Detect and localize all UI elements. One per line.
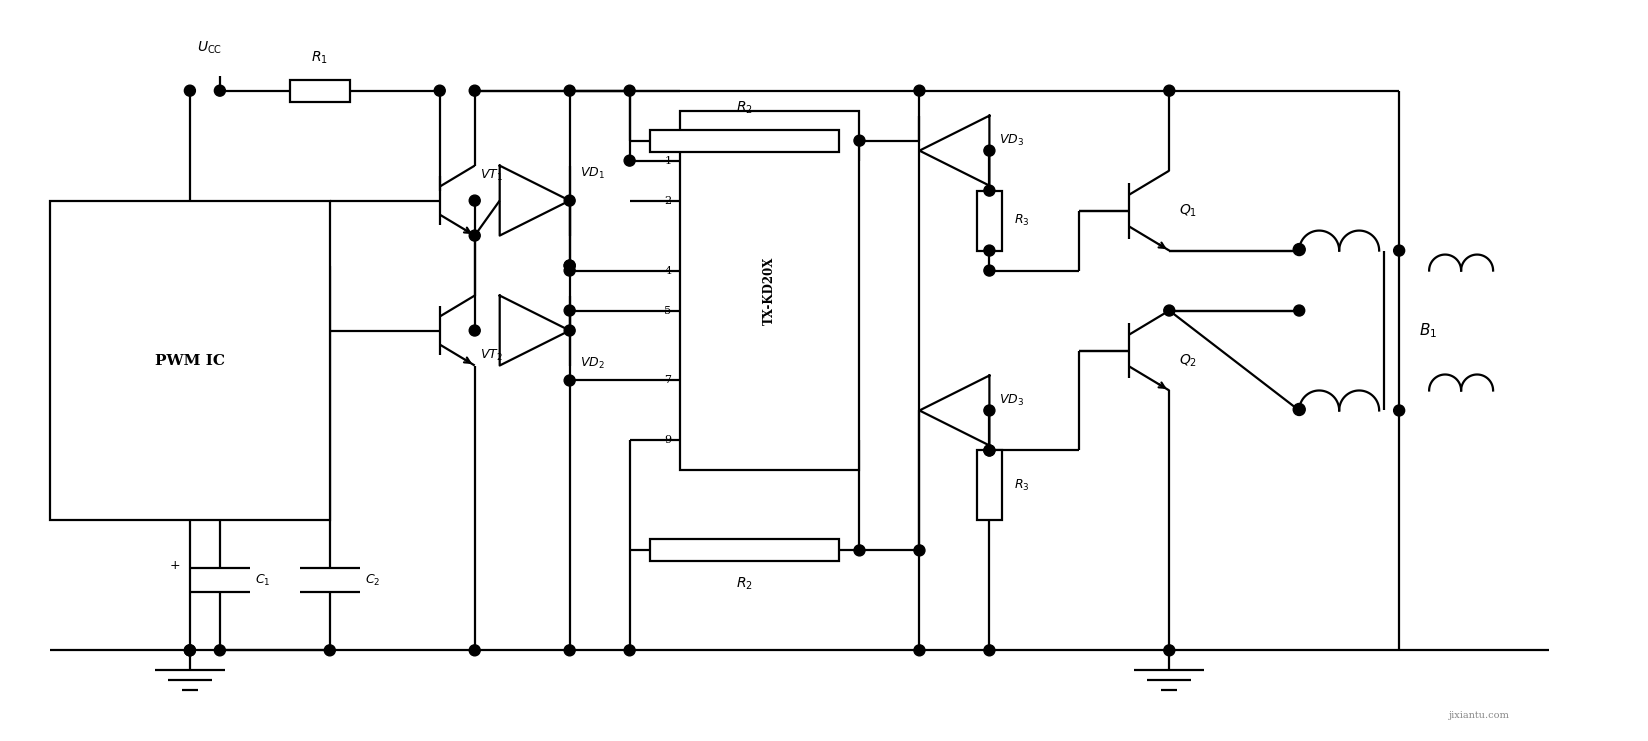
Text: $VD_1$: $VD_1$	[580, 165, 605, 181]
Text: jixiantu.com: jixiantu.com	[1449, 711, 1508, 720]
Circle shape	[854, 135, 865, 146]
Circle shape	[623, 645, 634, 656]
Bar	[976, 190, 1002, 250]
Circle shape	[470, 195, 480, 206]
Circle shape	[325, 645, 335, 656]
Circle shape	[564, 375, 575, 386]
Circle shape	[984, 645, 994, 656]
Circle shape	[1393, 245, 1404, 256]
Text: $VD_3$: $VD_3$	[999, 393, 1023, 408]
Circle shape	[470, 325, 480, 336]
Bar	[649, 539, 839, 562]
Circle shape	[470, 85, 480, 96]
Text: $C_1$: $C_1$	[255, 573, 270, 588]
Bar	[976, 451, 1002, 520]
Text: 5: 5	[664, 305, 671, 316]
Text: $VT_1$: $VT_1$	[480, 168, 503, 183]
Text: 2: 2	[664, 196, 671, 205]
Text: 4: 4	[664, 265, 671, 276]
Circle shape	[564, 260, 575, 271]
Bar	[649, 130, 839, 152]
Circle shape	[470, 230, 480, 241]
Circle shape	[564, 265, 575, 276]
Text: $VT_2$: $VT_2$	[480, 348, 503, 363]
Circle shape	[854, 545, 865, 556]
Circle shape	[564, 260, 575, 271]
Circle shape	[984, 445, 994, 456]
Circle shape	[1292, 404, 1305, 416]
Circle shape	[913, 645, 925, 656]
Text: $U_{\rm CC}$: $U_{\rm CC}$	[198, 39, 222, 56]
Circle shape	[564, 85, 575, 96]
Text: $R_2$: $R_2$	[735, 99, 753, 116]
Text: $Q_2$: $Q_2$	[1178, 352, 1196, 369]
Text: $C_2$: $C_2$	[364, 573, 381, 588]
Circle shape	[1163, 305, 1173, 316]
Circle shape	[1163, 85, 1173, 96]
Circle shape	[1292, 244, 1305, 256]
Text: $VD_3$: $VD_3$	[999, 133, 1023, 148]
Circle shape	[984, 445, 994, 456]
Circle shape	[1393, 405, 1404, 416]
Circle shape	[984, 145, 994, 156]
Text: 7: 7	[664, 376, 671, 385]
Circle shape	[564, 195, 575, 206]
Circle shape	[185, 645, 194, 656]
Circle shape	[214, 645, 226, 656]
Text: 1: 1	[664, 156, 671, 166]
Circle shape	[984, 185, 994, 196]
Text: $B_1$: $B_1$	[1419, 321, 1437, 340]
Text: TX-KD20X: TX-KD20X	[763, 256, 776, 325]
Text: $R_3$: $R_3$	[1014, 478, 1030, 493]
Circle shape	[470, 645, 480, 656]
Text: 9: 9	[664, 436, 671, 445]
Circle shape	[913, 85, 925, 96]
Circle shape	[984, 245, 994, 256]
Bar	[290, 80, 349, 102]
Text: PWM IC: PWM IC	[155, 353, 224, 368]
Circle shape	[984, 405, 994, 416]
Circle shape	[623, 85, 634, 96]
Circle shape	[984, 265, 994, 276]
Circle shape	[214, 85, 226, 96]
Circle shape	[623, 155, 634, 166]
Text: $R_1$: $R_1$	[311, 50, 328, 66]
Text: $R_2$: $R_2$	[735, 575, 753, 592]
Text: $R_3$: $R_3$	[1014, 213, 1030, 228]
Circle shape	[185, 85, 194, 96]
Text: $VD_2$: $VD_2$	[580, 356, 605, 370]
Circle shape	[564, 325, 575, 336]
Circle shape	[913, 545, 925, 556]
Bar	[679, 110, 859, 471]
Circle shape	[1163, 645, 1173, 656]
Circle shape	[1294, 305, 1304, 316]
Text: $Q_1$: $Q_1$	[1178, 202, 1196, 219]
Bar	[49, 201, 330, 520]
Circle shape	[433, 85, 445, 96]
Text: +: +	[170, 559, 180, 572]
Circle shape	[185, 645, 194, 656]
Circle shape	[564, 645, 575, 656]
Circle shape	[564, 305, 575, 316]
